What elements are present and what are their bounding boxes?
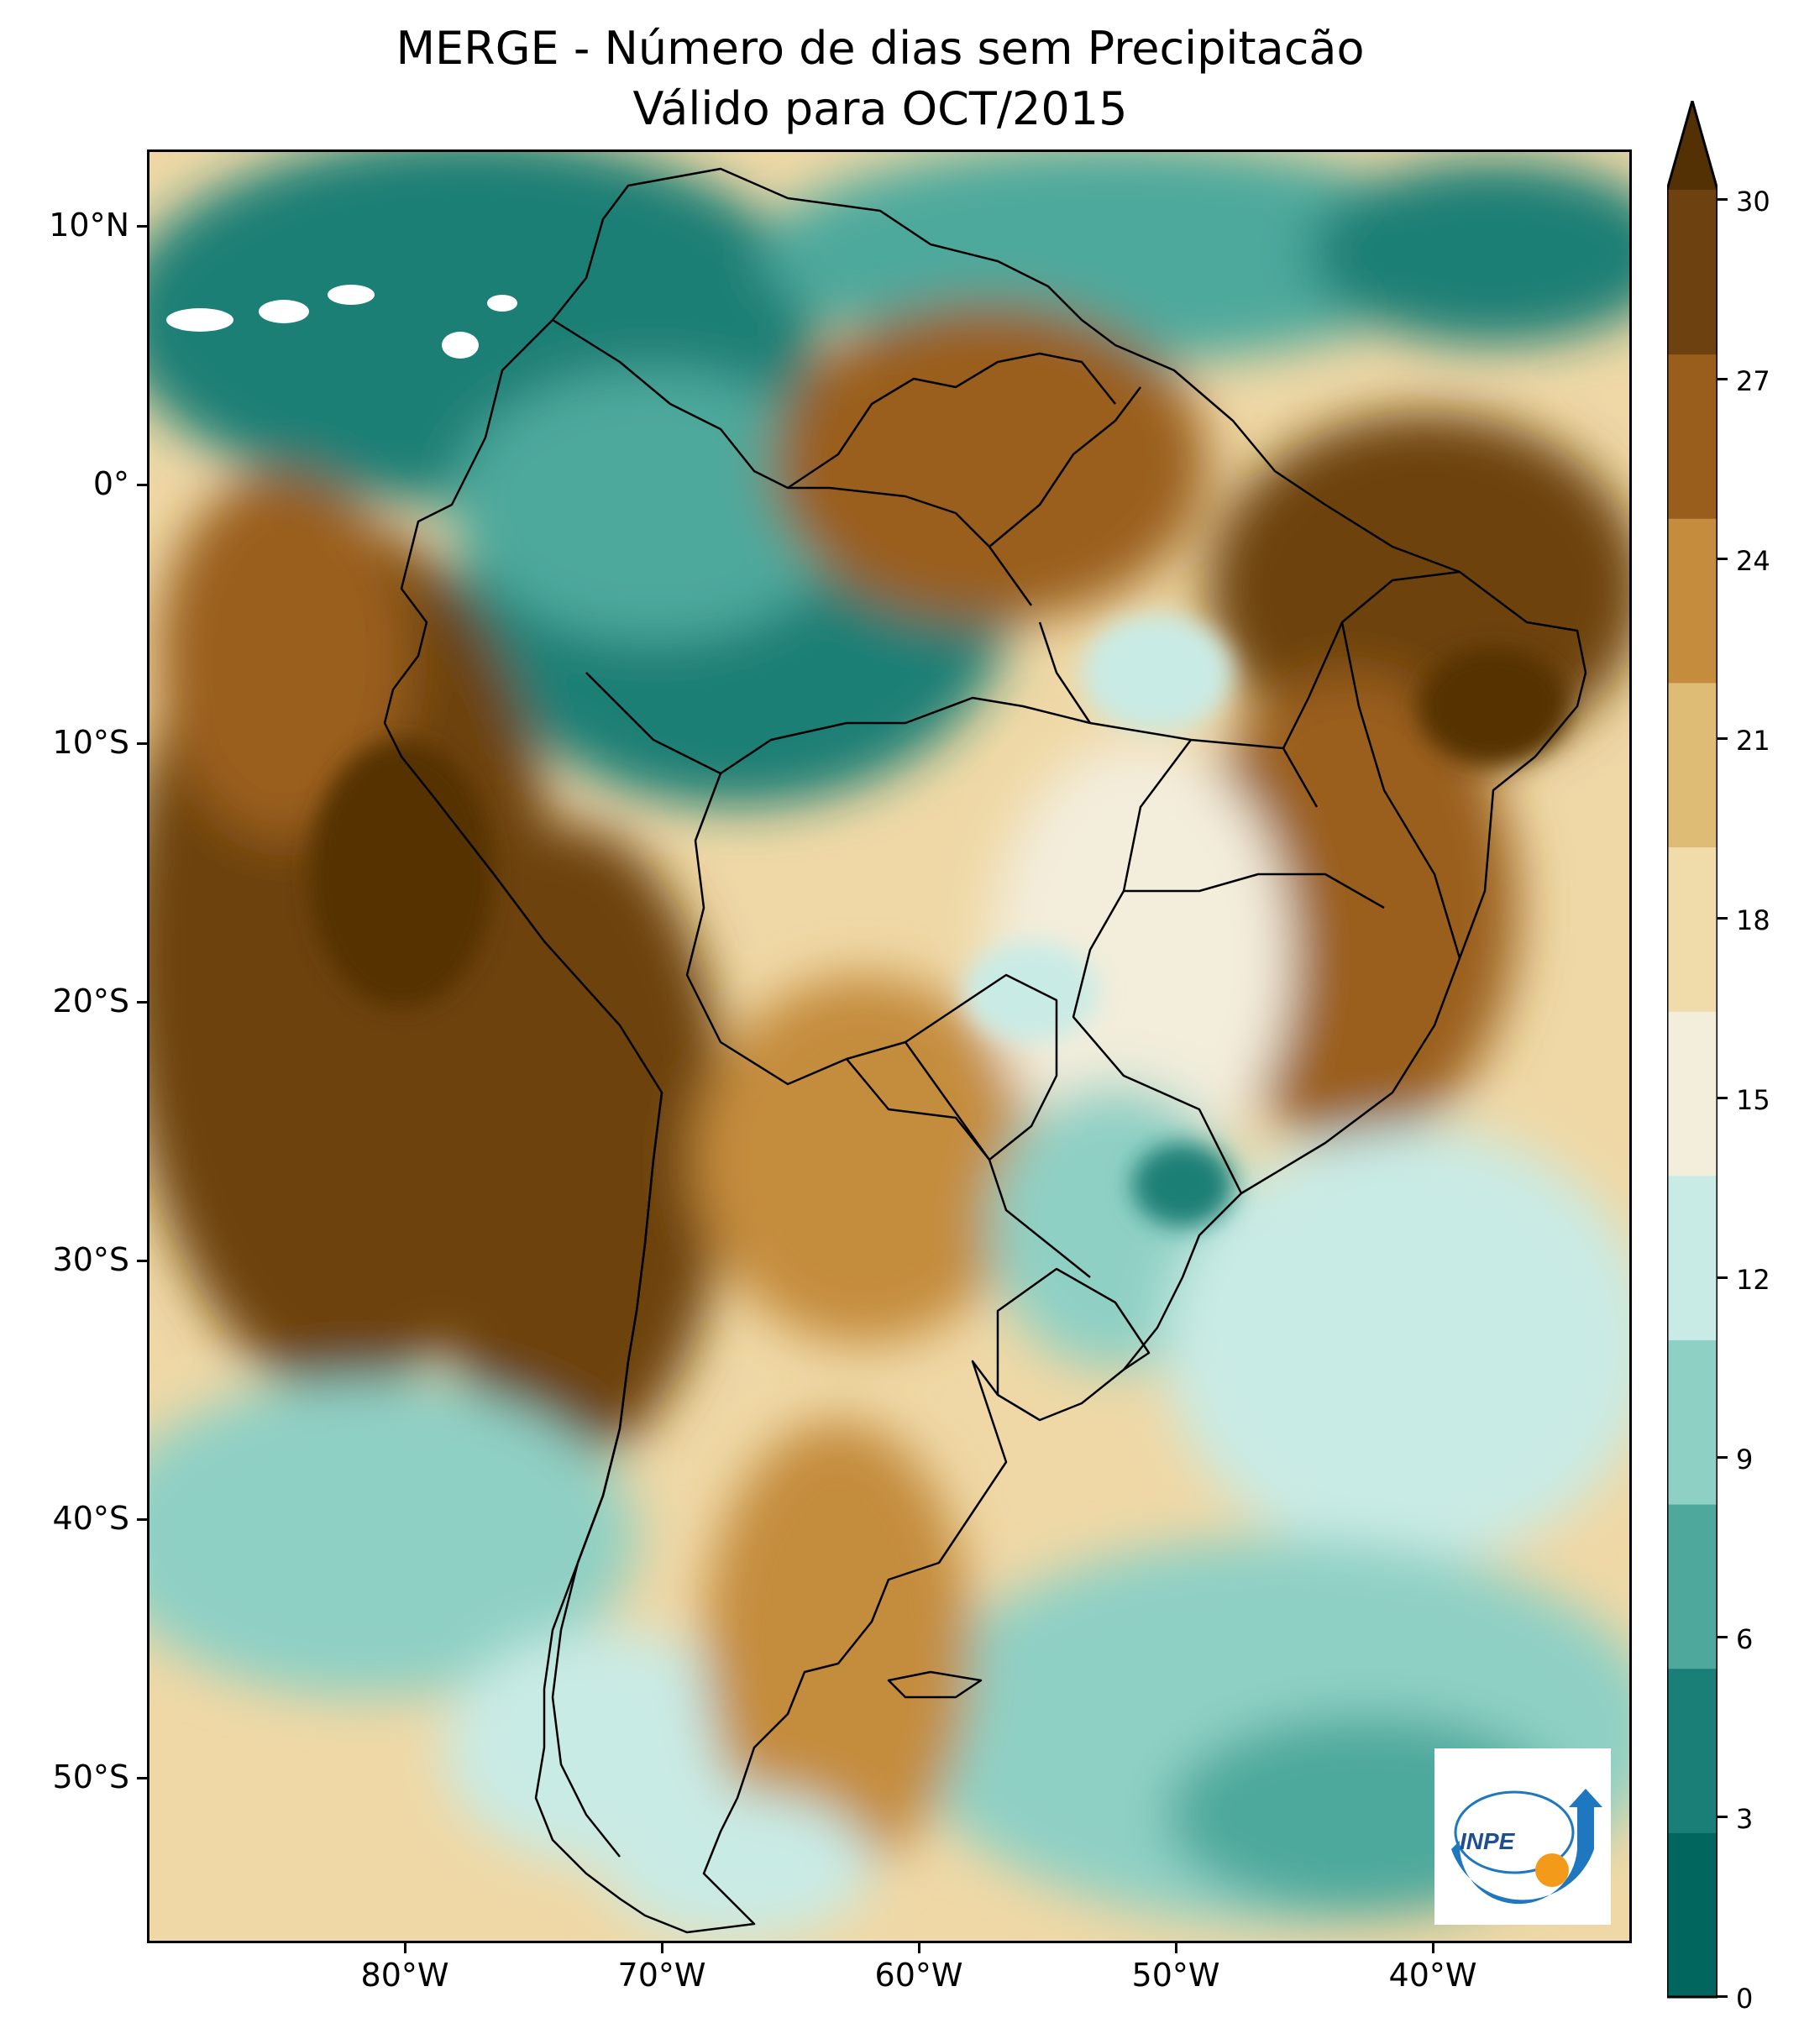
colorbar xyxy=(1667,101,1717,1999)
lon-tick xyxy=(404,1943,406,1953)
border-northern xyxy=(787,352,1116,490)
colorbar-segment-18 xyxy=(1667,846,1717,1012)
lon-label-40w: 40°W xyxy=(1388,1957,1477,1994)
colorbar-label-21: 21 xyxy=(1736,725,1770,757)
field-details xyxy=(309,614,1569,1227)
colorbar-label-27: 27 xyxy=(1736,365,1770,397)
lon-tick xyxy=(918,1943,920,1953)
colorbar-label-0: 0 xyxy=(1736,1983,1754,2015)
lat-tick xyxy=(137,484,147,486)
border-argentina-chile xyxy=(551,1092,663,1858)
lat-tick xyxy=(137,1777,147,1779)
missing-data-patches xyxy=(166,285,517,359)
inpe-logo-graphic: INPE xyxy=(1451,1789,1602,1905)
colorbar-label-15: 15 xyxy=(1736,1084,1770,1116)
inpe-logo: INPE xyxy=(1434,1748,1611,1925)
colorbar-label-30: 30 xyxy=(1736,186,1770,218)
colorbar-label-6: 6 xyxy=(1736,1623,1754,1655)
logo-text: INPE xyxy=(1460,1828,1516,1854)
lat-tick xyxy=(137,225,147,228)
colorbar-tick xyxy=(1717,378,1728,380)
colorbar-tick xyxy=(1717,917,1728,920)
colorbar-tick xyxy=(1717,1816,1728,1818)
colorbar-tick xyxy=(1717,1636,1728,1638)
logo-sun-icon xyxy=(1535,1853,1569,1887)
colorbar-segment-6 xyxy=(1667,1504,1717,1669)
falklands xyxy=(887,1670,983,1699)
chart-title-line2: Válido para OCT/2015 xyxy=(632,82,1128,135)
lat-label-10n: 10°N xyxy=(49,207,129,244)
border-uruguay xyxy=(996,1267,1151,1395)
colorbar-segment-9 xyxy=(1667,1339,1717,1505)
colorbar-extend-arrow xyxy=(1667,101,1717,190)
logo-orbit-icon xyxy=(1454,1790,1575,1874)
lon-label-60w: 60°W xyxy=(874,1957,963,1994)
lat-tick xyxy=(137,742,147,745)
lat-label-40s: 40°S xyxy=(52,1500,129,1537)
lon-tick xyxy=(661,1943,663,1953)
chart-title-line1: MERGE - Número de dias sem Precipitacão xyxy=(396,22,1365,75)
lon-tick xyxy=(1432,1943,1434,1953)
continent-outline xyxy=(383,167,1587,1934)
colorbar-segment-3 xyxy=(1667,1668,1717,1833)
border-paraguay xyxy=(846,973,1058,1161)
colorbar-tick xyxy=(1717,1276,1728,1279)
colorbar-segment-0 xyxy=(1667,1832,1717,1998)
colorbar-segment-15 xyxy=(1667,1011,1717,1177)
colorbar-label-18: 18 xyxy=(1736,904,1770,936)
lat-label-30s: 30°S xyxy=(52,1241,129,1278)
lon-label-80w: 80°W xyxy=(360,1957,449,1994)
colorbar-tick xyxy=(1717,1456,1728,1459)
map-panel[interactable] xyxy=(147,149,1632,1943)
colorbar-tick xyxy=(1717,198,1728,201)
lon-label-50w: 50°W xyxy=(1131,1957,1220,1994)
lat-tick xyxy=(137,1518,147,1521)
lon-label-70w: 70°W xyxy=(617,1957,706,1994)
colorbar-tick xyxy=(1717,1097,1728,1099)
logo-arc-icon xyxy=(1451,1789,1602,1905)
lat-label-10s: 10°S xyxy=(52,724,129,761)
field-regions xyxy=(149,152,1629,1941)
coastlines-and-borders xyxy=(383,167,1587,1934)
lat-label-20s: 20°S xyxy=(52,983,129,1019)
colorbar-segment-12 xyxy=(1667,1175,1717,1340)
colorbar-label-9: 9 xyxy=(1736,1444,1754,1475)
precipitation-map xyxy=(149,152,1629,1941)
lat-tick xyxy=(137,1001,147,1004)
colorbar-segment-21 xyxy=(1667,682,1717,848)
state-borders-brazil xyxy=(989,386,1461,1194)
colorbar-segment-30 xyxy=(1667,190,1717,355)
colorbar-label-3: 3 xyxy=(1736,1803,1754,1835)
colorbar-label-12: 12 xyxy=(1736,1264,1770,1296)
colorbar-tick xyxy=(1717,737,1728,740)
border-central xyxy=(585,672,1319,808)
lat-label-50s: 50°S xyxy=(52,1758,129,1795)
colorbar-segment-24 xyxy=(1667,518,1717,684)
colorbar-label-24: 24 xyxy=(1736,545,1770,577)
colorbar-outline xyxy=(1667,101,1717,1999)
lat-tick xyxy=(137,1260,147,1262)
lat-label-0: 0° xyxy=(92,465,129,502)
lon-tick xyxy=(1175,1943,1177,1953)
colorbar-tick xyxy=(1717,558,1728,560)
colorbar-segment-27 xyxy=(1667,354,1717,519)
colorbar-tick xyxy=(1717,1995,1728,1998)
